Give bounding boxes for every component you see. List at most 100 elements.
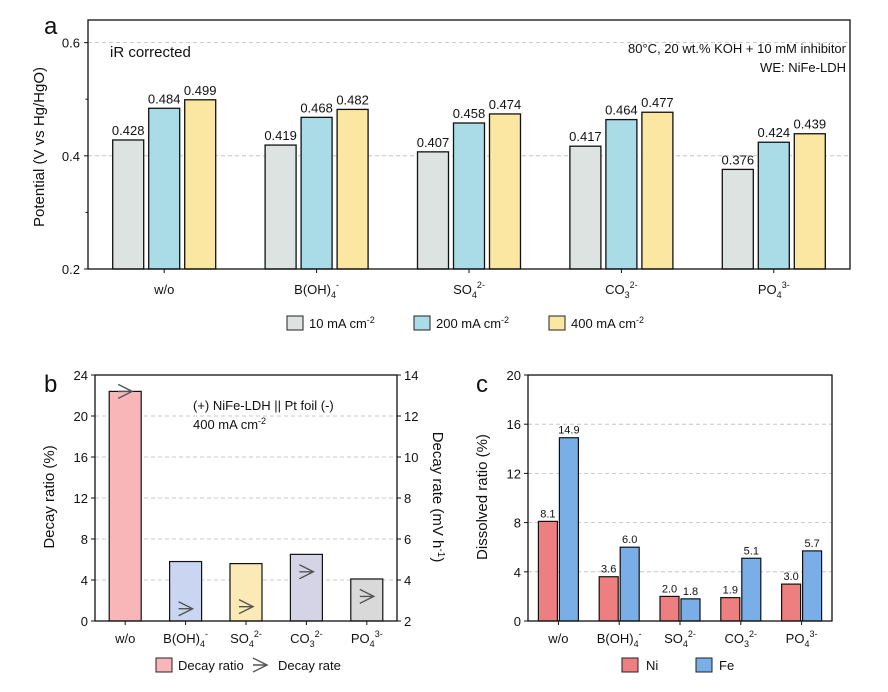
data-label-a: 0.468 (300, 100, 333, 115)
data-label-a: 0.482 (336, 92, 369, 107)
annotation-cell: (+) NiFe-LDH || Pt foil (-) (193, 398, 334, 413)
bar-c (537, 520, 559, 622)
data-label-a: 0.499 (184, 83, 217, 98)
y-tick-label-a: 0.2 (62, 262, 80, 277)
bar-b (169, 560, 203, 622)
legend-label-ni: Ni (646, 658, 658, 673)
x-tick-label-c: w/o (547, 631, 568, 646)
bar-c (598, 576, 619, 622)
y-axis-title-c: Dissolved ratio (%) (474, 434, 491, 560)
legend-swatch-400 (548, 315, 566, 331)
bar-b (350, 578, 384, 622)
legend-swatch-decay-ratio (155, 657, 173, 673)
decay-rate-marker (359, 588, 376, 605)
legend-marker-decay-rate (252, 657, 269, 673)
annotation-current: 400 mA cm-2 (193, 416, 266, 432)
legend-a: 10 mA cm-2 200 mA cm-2 400 mA cm-2 (286, 315, 644, 331)
y-tick-label-c: 4 (514, 565, 521, 580)
data-label-a: 0.439 (794, 117, 827, 132)
legend-swatch-fe (695, 657, 713, 673)
panel-label-c: c (476, 371, 488, 398)
decay-rate-marker (178, 601, 195, 617)
data-label-a: 0.376 (722, 152, 755, 167)
bar-a (112, 139, 145, 270)
y-tick-label-c: 8 (514, 516, 521, 531)
y2-tick-label-b: 14 (404, 368, 418, 383)
bar-c (720, 597, 741, 622)
data-label-c: 1.9 (723, 585, 738, 597)
legend-swatch-10 (286, 315, 304, 331)
x-tick-label-a: B(OH)4- (294, 280, 339, 300)
y2-tick-label-b: 8 (404, 491, 411, 506)
y-tick-label-a: 0.6 (62, 36, 80, 51)
legend-c: Ni Fe (621, 657, 734, 673)
bar-a (793, 133, 826, 270)
panel-a: iR corrected 80°C, 20 wt.% KOH + 10 mM i… (31, 19, 851, 331)
panel-label-a: a (44, 13, 58, 40)
y2-tick-label-b: 12 (404, 409, 418, 424)
y-tick-label-b: 12 (74, 491, 88, 506)
data-label-a: 0.474 (489, 97, 522, 112)
bar-a (148, 107, 181, 270)
data-label-c: 1.8 (683, 586, 698, 598)
data-label-c: 8.1 (540, 508, 555, 520)
bar-a (336, 108, 369, 270)
bar-a (184, 99, 217, 270)
panel-c: Dissolved ratio (%) Ni Fe 0 4 8 12 16 20 w/o 8.… (474, 368, 833, 673)
x-tick-label-b: SO42- (230, 629, 262, 649)
legend-label-fe: Fe (719, 658, 734, 673)
y-tick-label-c: 12 (507, 466, 521, 481)
data-label-c: 3.6 (601, 564, 616, 576)
data-label-a: 0.484 (148, 91, 181, 106)
y-tick-label-a: 0.4 (62, 149, 80, 164)
data-label-c: 2.0 (662, 583, 677, 595)
bar-b (289, 553, 323, 622)
x-tick-label-b: CO32- (290, 629, 323, 649)
data-label-a: 0.464 (605, 103, 638, 118)
x-tick-label-b: PO43- (351, 629, 383, 649)
y2-tick-label-b: 10 (404, 450, 418, 465)
x-tick-label-c: B(OH)4- (597, 629, 642, 649)
bar-c (680, 598, 701, 622)
y-tick-label-c: 20 (507, 368, 521, 383)
decay-rate-marker (117, 383, 134, 400)
y-tick-label-b: 16 (74, 450, 88, 465)
bar-a (264, 144, 297, 270)
legend-b: Decay ratio Decay rate (155, 657, 341, 673)
x-tick-label-c: PO43- (786, 629, 818, 649)
y-tick-label-b: 20 (74, 409, 88, 424)
x-tick-label-c: SO42- (664, 629, 696, 649)
bar-a (605, 118, 638, 270)
data-label-a: 0.419 (264, 128, 297, 143)
data-label-c: 14.9 (558, 425, 579, 437)
bar-c (659, 595, 680, 622)
y-tick-label-c: 16 (507, 417, 521, 432)
y-axis-title-a: Potential (V vs Hg/HgO) (31, 67, 48, 227)
y-tick-label-c: 0 (514, 614, 521, 629)
bar-c (780, 583, 802, 622)
plot-frame-a (87, 19, 851, 270)
data-label-c: 3.0 (783, 571, 798, 583)
x-tick-label-c: CO32- (725, 629, 758, 649)
data-label-a: 0.428 (112, 123, 145, 138)
data-label-c: 5.7 (804, 538, 819, 550)
data-label-c: 5.1 (744, 545, 759, 557)
panel-label-b: b (44, 371, 57, 398)
bar-a (569, 145, 602, 270)
legend-label-200: 200 mA cm-2 (436, 315, 509, 331)
bar-a (488, 113, 522, 270)
legend-label-decay-rate: Decay rate (278, 658, 341, 673)
bar-a (300, 116, 333, 270)
legend-swatch-ni (621, 657, 639, 673)
bar-b (108, 390, 142, 622)
x-tick-label-a: CO32- (605, 280, 638, 300)
bar-c (741, 557, 762, 622)
y-axis-title-b: Decay ratio (%) (41, 445, 58, 548)
y2-tick-label-b: 6 (404, 532, 411, 547)
bar-c (619, 546, 640, 622)
data-label-a: 0.458 (453, 106, 486, 121)
x-tick-label-a: w/o (153, 282, 174, 297)
bar-c (558, 437, 580, 622)
data-label-c: 6.0 (622, 534, 637, 546)
